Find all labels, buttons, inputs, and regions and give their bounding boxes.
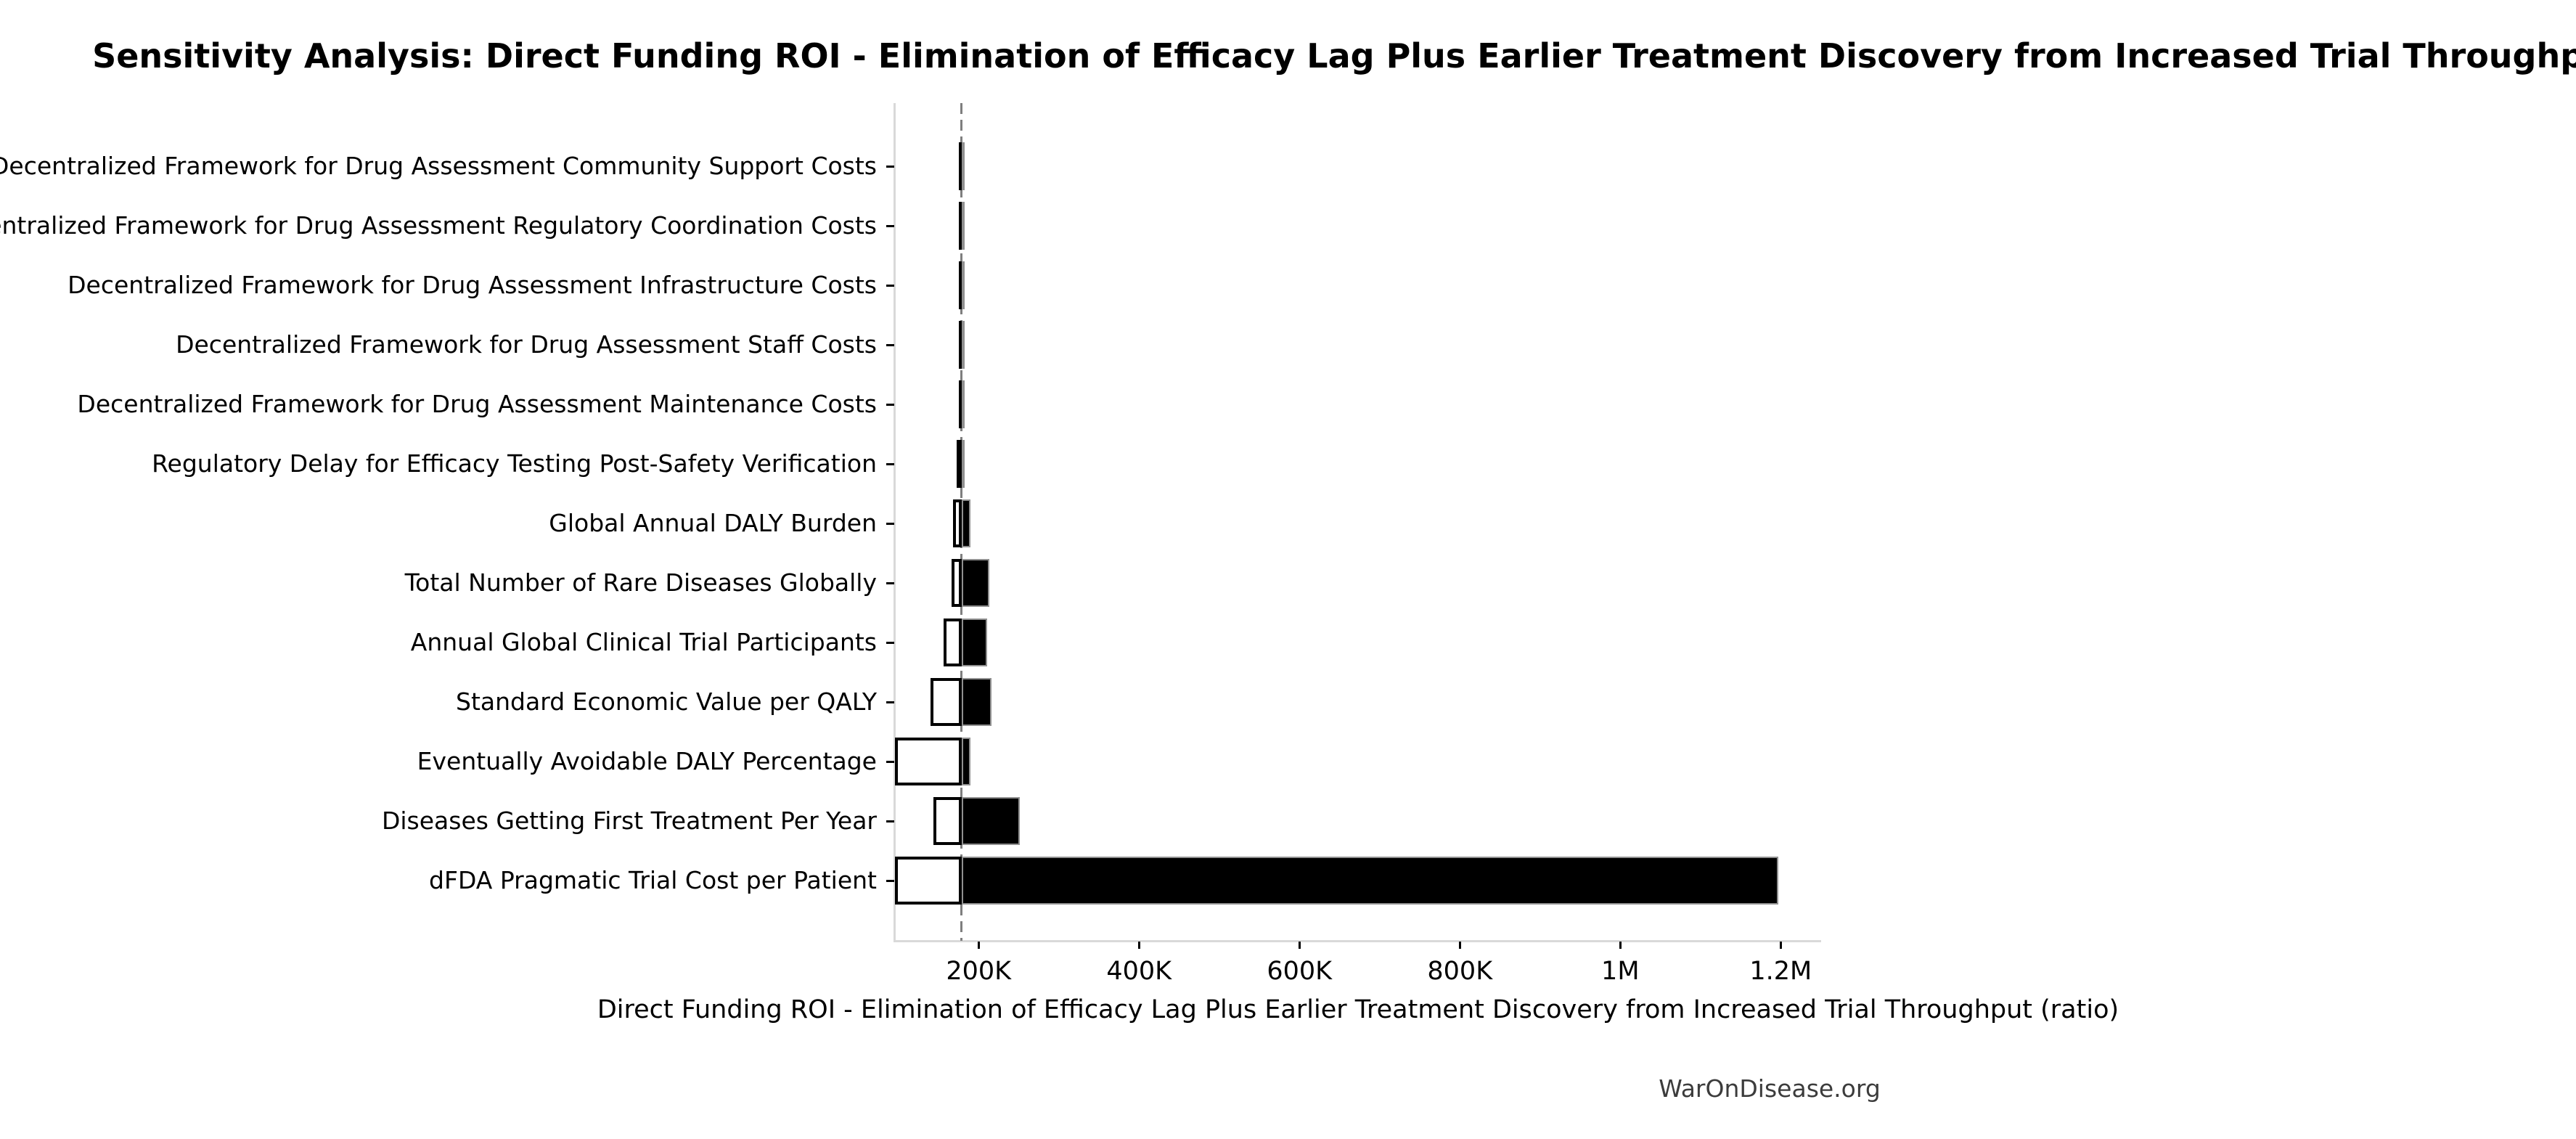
y-axis-label: Total Number of Rare Diseases Globally [404,568,877,597]
y-axis-tick [886,165,894,168]
y-axis-tick [886,284,894,287]
high-value-bar [961,380,965,428]
x-axis-tick-label: 800K [1427,957,1493,986]
y-axis-tick [886,462,894,465]
x-axis-tick [977,942,980,949]
x-axis-tick [1298,942,1301,949]
high-value-bar [961,857,1778,905]
high-value-bar [961,619,988,666]
low-value-bar [895,738,962,785]
y-axis-tick [886,581,894,584]
x-axis-tick-label: 1M [1601,957,1640,986]
y-axis-label: Decentralized Framework for Drug Assessm… [176,330,877,359]
x-axis-tick [1619,942,1622,949]
chart-title: Sensitivity Analysis: Direct Funding ROI… [92,36,2576,75]
low-value-bar [951,559,962,607]
y-axis-tick [886,343,894,346]
x-axis-tick-label: 200K [946,957,1012,986]
x-axis-label: Direct Funding ROI - Elimination of Effi… [597,995,2119,1024]
x-axis-tick [1458,942,1461,949]
low-value-bar [943,619,962,666]
high-value-bar [961,321,965,369]
y-axis-label: Regulatory Delay for Efficacy Testing Po… [152,449,877,478]
y-axis-label: Eventually Avoidable DALY Percentage [417,747,877,775]
high-value-bar [961,261,965,309]
high-value-bar [961,202,965,250]
y-axis-label: Decentralized Framework for Drug Assessm… [68,271,877,299]
y-axis-label: dFDA Pragmatic Trial Cost per Patient [429,866,877,894]
low-value-bar [957,440,963,488]
high-value-bar [961,559,989,607]
x-axis-line [894,940,1821,942]
y-axis-tick [886,403,894,406]
watermark-text: WarOnDisease.org [1659,1074,1881,1103]
y-axis-label: Standard Economic Value per QALY [456,687,877,716]
y-axis-line [894,103,896,941]
low-value-bar [930,678,962,726]
low-value-bar [895,857,962,905]
high-value-bar [961,499,971,547]
x-axis-tick-label: 1.2M [1749,957,1812,986]
y-axis-label: Decentralized Framework for Drug Assessm… [0,152,877,180]
x-axis-tick [1779,942,1782,949]
y-axis-tick [886,224,894,227]
y-axis-tick [886,760,894,763]
x-axis-tick [1137,942,1140,949]
high-value-bar [961,678,991,726]
x-axis-tick-label: 600K [1267,957,1333,986]
high-value-bar [961,738,971,785]
y-axis-label: Annual Global Clinical Trial Participant… [410,628,877,656]
y-axis-label: Global Annual DALY Burden [549,509,877,537]
y-axis-tick [886,522,894,525]
high-value-bar [961,797,1020,845]
high-value-bar [961,142,965,190]
x-axis-tick-label: 400K [1106,957,1172,986]
y-axis-tick [886,701,894,703]
low-value-bar [933,797,962,845]
high-value-bar [961,440,965,488]
y-axis-tick [886,820,894,822]
y-axis-tick [886,641,894,644]
y-axis-label: Diseases Getting First Treatment Per Yea… [381,807,877,835]
plot-area: 200K 400K 600K 800K 1M 1.2M [886,103,1821,986]
y-axis-label: Decentralized Framework for Drug Assessm… [77,390,877,418]
y-axis-label: Decentralized Framework for Drug Assessm… [0,211,877,240]
low-value-bar [952,499,962,547]
y-axis-tick [886,879,894,882]
